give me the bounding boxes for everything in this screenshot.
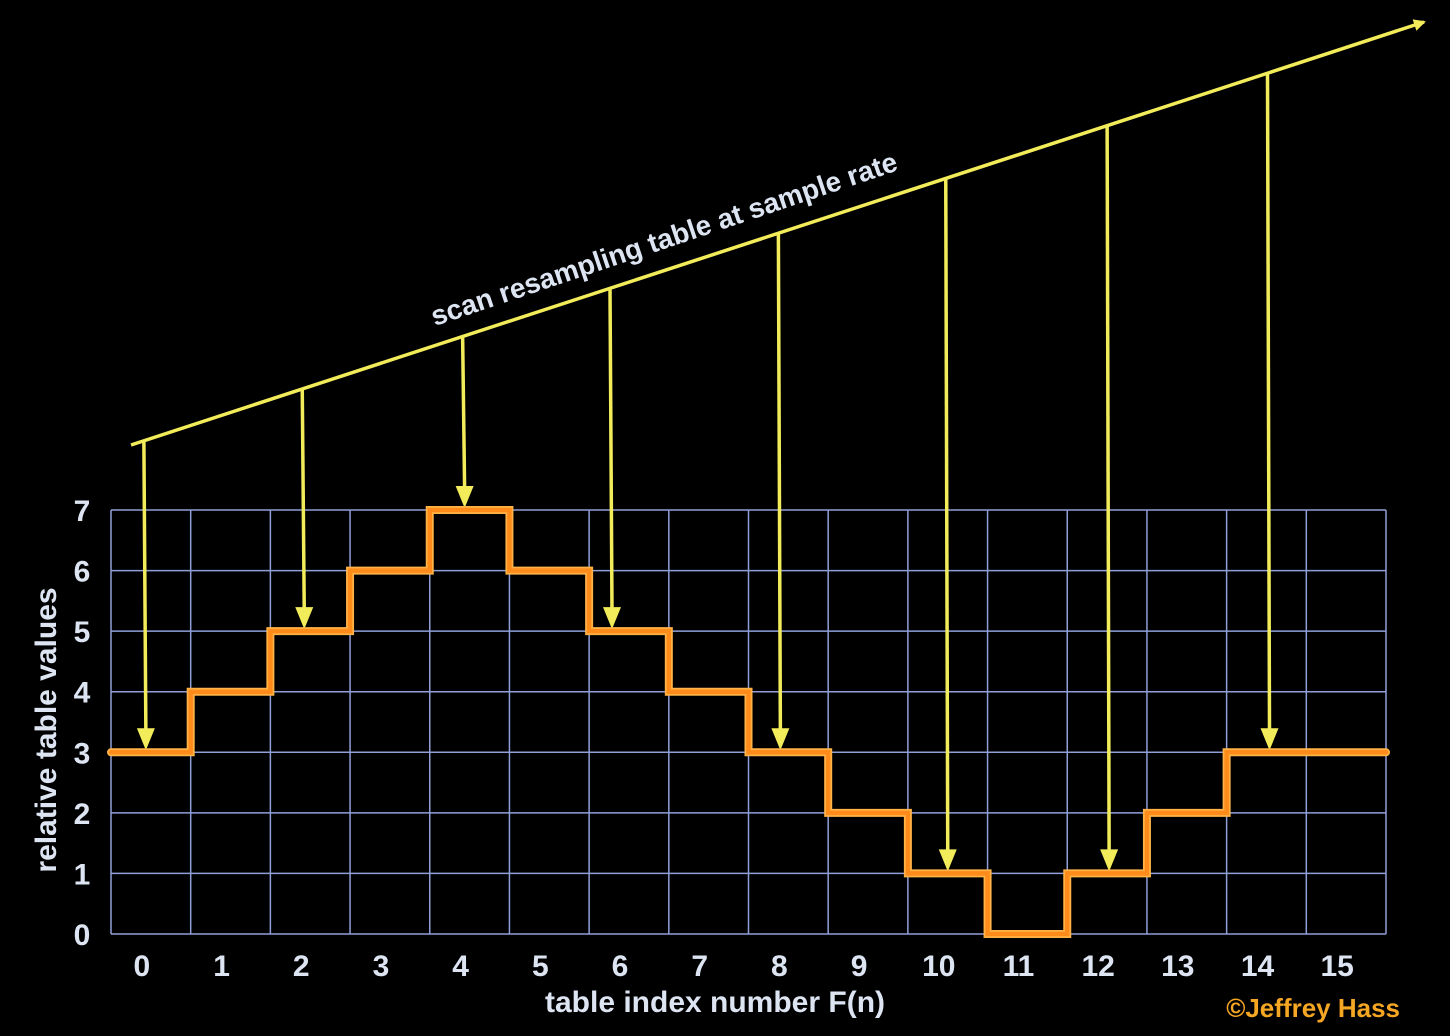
step-line <box>108 507 1389 937</box>
x-tick-label: 10 <box>922 950 955 983</box>
y-tick-label: 0 <box>74 919 91 952</box>
sample-arrow-shaft <box>776 233 783 733</box>
sample-arrow-shaft <box>142 440 148 733</box>
sample-arrow-shaft <box>608 288 614 612</box>
credit-text: ©Jeffrey Hass <box>1226 993 1400 1023</box>
x-tick-label: 15 <box>1321 950 1354 983</box>
x-tick-label: 2 <box>293 950 310 983</box>
y-tick-label: 1 <box>74 858 91 891</box>
sample-arrow-shaft <box>460 336 467 491</box>
x-tick-label: 3 <box>373 950 390 983</box>
x-tick-label: 0 <box>134 950 151 983</box>
sample-arrow-shaft <box>1105 125 1111 854</box>
x-tick-label: 11 <box>1003 950 1035 983</box>
sample-arrow-head <box>455 486 474 508</box>
x-tick-label: 5 <box>532 950 549 983</box>
x-tick-label: 9 <box>851 950 868 983</box>
x-tick-label: 14 <box>1241 950 1275 983</box>
x-tick-label: 8 <box>771 950 788 983</box>
y-tick-label: 5 <box>74 616 91 649</box>
scan-label: scan resampling table at sample rate <box>427 146 902 332</box>
x-tick-label: 1 <box>213 950 230 983</box>
sample-arrow-shaft <box>300 388 306 612</box>
y-tick-label: 6 <box>74 556 91 589</box>
sample-arrow-head <box>771 728 790 751</box>
sample-arrow-head <box>1260 728 1279 751</box>
sample-arrow-head <box>603 607 621 630</box>
x-tick-label: 13 <box>1161 950 1194 983</box>
sample-arrow-head <box>938 849 957 872</box>
sample-arrow-shaft <box>1265 73 1272 733</box>
y-tick-label: 2 <box>74 798 91 831</box>
x-tick-label: 6 <box>612 950 629 983</box>
sample-arrow-shaft <box>944 178 950 854</box>
sample-arrow-head <box>136 728 155 751</box>
x-tick-label: 12 <box>1081 950 1114 983</box>
sample-arrow-head <box>295 607 314 630</box>
y-tick-label: 4 <box>74 677 91 710</box>
x-axis-title: table index number F(n) <box>545 986 885 1019</box>
x-tick-label: 7 <box>691 950 708 983</box>
y-axis-title: relative table values <box>30 587 63 872</box>
y-tick-label: 3 <box>74 737 91 770</box>
sample-arrow-head <box>1100 849 1119 872</box>
step-series <box>107 506 1390 938</box>
y-tick-label: 7 <box>74 495 91 528</box>
scan-arrows <box>130 19 1426 872</box>
x-tick-label: 4 <box>452 950 469 983</box>
